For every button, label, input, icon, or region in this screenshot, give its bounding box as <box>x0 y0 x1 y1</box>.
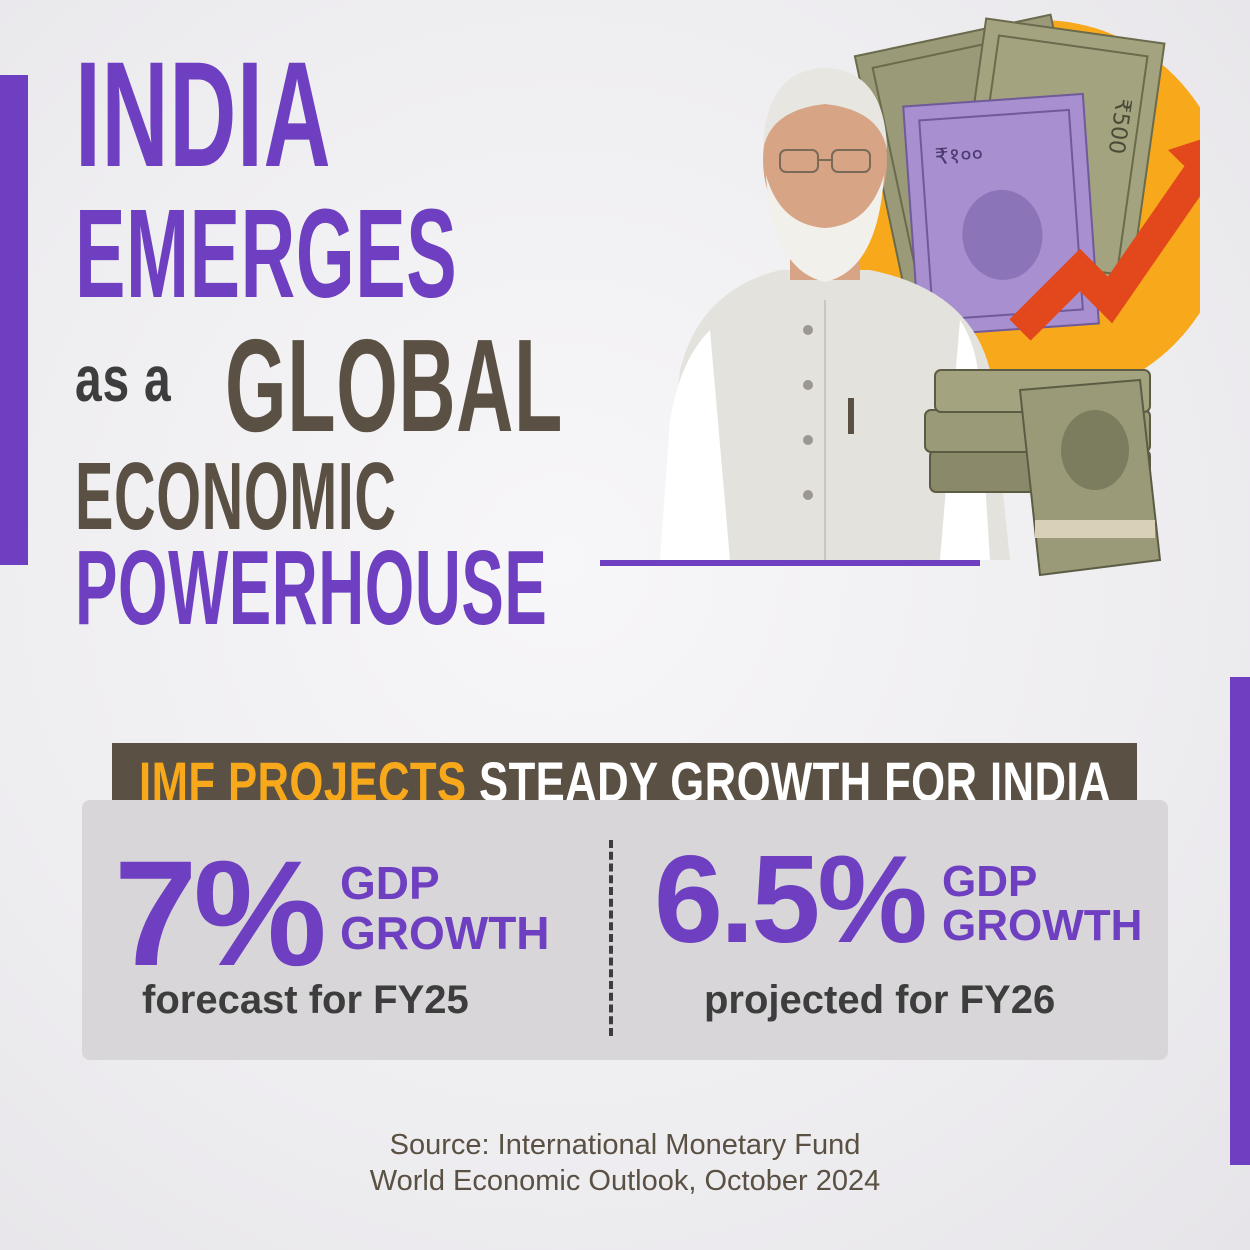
stats-divider <box>609 840 613 1036</box>
headline-emerges: EMERGES <box>75 183 458 324</box>
hero-illustration: ₹500 ₹१०० <box>640 0 1200 600</box>
right-accent-bar <box>1230 677 1250 1165</box>
stat-fy25-label-gdp: GDP <box>340 857 440 909</box>
headline-powerhouse: POWERHOUSE <box>75 529 548 647</box>
stat-fy25-label-growth: GROWTH <box>340 907 550 959</box>
stat-fy26-caption: projected for FY26 <box>704 978 1056 1022</box>
left-accent-bar <box>0 75 28 565</box>
source-line-1: Source: International Monetary Fund <box>389 1129 861 1161</box>
stat-fy26-value: 6.5% <box>654 831 928 969</box>
headline-as-a: as a <box>75 343 172 415</box>
stat-fy25-caption: forecast for FY25 <box>142 978 469 1022</box>
headline-global: GLOBAL <box>225 312 563 459</box>
banknote-fan-icon: ₹500 ₹१०० <box>853 13 1166 338</box>
stat-fy26-label-gdp: GDP <box>942 857 1038 906</box>
stats-card: 7% GDP GROWTH forecast for FY25 6.5% GDP… <box>82 800 1168 1060</box>
person-icon <box>660 68 1010 560</box>
source-line-2: World Economic Outlook, October 2024 <box>369 1165 881 1197</box>
source-note: Source: International Monetary Fund Worl… <box>0 1127 1250 1199</box>
stat-fy26-label-growth: GROWTH <box>942 901 1143 950</box>
headline-underline <box>600 560 980 566</box>
money-stack-icon <box>924 369 1162 577</box>
banknote-small-denomination: ₹१०० <box>934 142 984 170</box>
headline-india: INDIA <box>75 30 332 198</box>
hero-svg: ₹500 ₹१०० <box>660 13 1200 577</box>
growth-arrow-icon <box>1009 139 1200 341</box>
headline-economic: ECONOMIC <box>75 443 397 550</box>
stat-fy25-value: 7% <box>114 829 327 997</box>
